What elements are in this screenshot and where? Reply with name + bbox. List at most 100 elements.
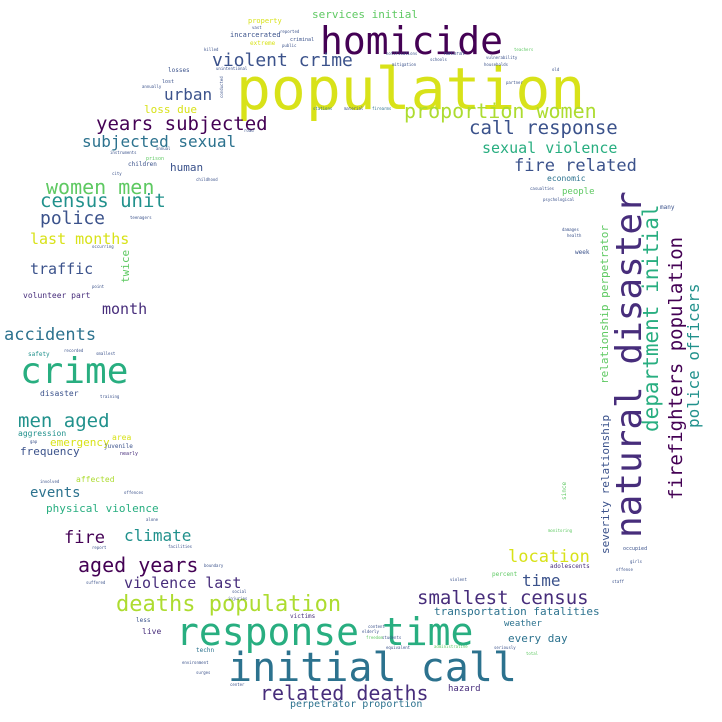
word-homicide: homicide <box>320 19 504 63</box>
word-accidents: accidents <box>4 325 97 345</box>
word-department-initial: department initial <box>639 204 663 432</box>
word-occurring: occurring <box>92 244 114 249</box>
word-weather: weather <box>504 619 542 629</box>
word-location: location <box>508 547 590 567</box>
word-perpetrator-proportion: perpetrator proportion <box>290 699 423 710</box>
word-adolescents: adolescents <box>550 563 590 570</box>
word-initial-call: initial call <box>228 645 517 691</box>
word-annually: annually <box>142 84 162 89</box>
word-facilities: facilities <box>168 544 193 549</box>
word-percent: percent <box>492 571 518 578</box>
word-smallest-census: smallest census <box>417 587 589 609</box>
word-health: health <box>567 233 582 238</box>
word-administrative: administrative <box>434 644 468 649</box>
word-since: since <box>561 481 568 500</box>
word-time: time <box>522 571 561 590</box>
word-training: training <box>100 394 120 399</box>
word-vulnerability: vulnerability <box>486 55 518 60</box>
word-victims: victims <box>290 613 316 620</box>
word-teachers: teachers <box>514 47 534 52</box>
word-occupied: occupied <box>623 546 648 552</box>
word-extreme: extreme <box>250 40 276 47</box>
word-police-officers: police officers <box>684 283 703 429</box>
word-teenagers: teenagers <box>130 215 152 220</box>
word-content: content <box>368 624 385 629</box>
word-involved: involved <box>40 479 60 484</box>
word-natural: natural <box>444 51 466 57</box>
word-killed: killed <box>204 47 219 52</box>
word-relationship-perpetrator: relationship perpetrator <box>598 225 611 384</box>
word-social: social <box>232 589 247 594</box>
word-physical-violence: physical violence <box>46 502 159 515</box>
word-call-response: call response <box>469 117 618 139</box>
word-fire-related: fire related <box>514 156 637 176</box>
word-years-subjected: years subjected <box>96 113 268 135</box>
word-notifications: notifications <box>386 51 418 56</box>
word-offences: offences <box>124 490 144 495</box>
word-many: many <box>660 204 675 211</box>
word-sexual-violence: sexual violence <box>482 139 618 157</box>
word-response-time: response time <box>176 610 474 654</box>
word-violence-last: violence last <box>124 574 242 592</box>
word-techn: techn <box>196 647 215 654</box>
word-every-day: every day <box>508 632 568 645</box>
word-damages: damages <box>562 227 579 232</box>
word-instruments: instruments <box>110 150 137 155</box>
word-people: people <box>562 187 595 197</box>
word-firearms: firearms <box>372 106 392 111</box>
word-unintentional: unintentional <box>216 66 248 71</box>
word-traffic: traffic <box>30 260 94 278</box>
word-services-initial: services initial <box>312 8 418 21</box>
word-material: material <box>344 106 364 111</box>
word-monitoring: monitoring <box>548 528 573 533</box>
word-events: events <box>30 485 81 501</box>
word-mitigation: mitigation <box>392 62 417 67</box>
word-partner: partner <box>506 80 523 85</box>
word-point: point <box>92 284 105 289</box>
word-proportion-women: proportion women <box>404 99 597 123</box>
word-transportation-fatalities: transportation fatalities <box>434 605 600 618</box>
word-suffered: suffered <box>86 580 106 585</box>
word-week: week <box>575 249 590 256</box>
word-emergency: emergency <box>50 436 110 449</box>
word-area: area <box>112 433 132 442</box>
word-lost: lost <box>162 79 175 85</box>
word-affected: affected <box>76 475 115 484</box>
word-police: police <box>40 208 106 229</box>
word-criminal: criminal <box>290 37 315 43</box>
word-census-unit: census unit <box>40 190 166 212</box>
word-disaster: disaster <box>40 389 79 398</box>
word-human: human <box>170 161 204 174</box>
word-vast: vast <box>252 25 262 30</box>
word-conducted: conducted <box>219 76 224 98</box>
word-population: population <box>236 55 586 123</box>
word-women-men: women men <box>46 175 155 199</box>
word-surges: surges <box>196 670 211 675</box>
word-staff: staff <box>612 579 625 584</box>
word-fire: fire <box>64 528 105 548</box>
word-road: road <box>244 128 254 133</box>
word-frequency: frequency <box>20 445 80 458</box>
word-alone: alone <box>146 517 159 522</box>
word-report: report <box>92 545 107 550</box>
word-annual: annual <box>156 146 171 151</box>
word-hazard: hazard <box>448 684 481 694</box>
word-aged-years: aged years <box>78 553 199 577</box>
word-violent: violent <box>450 577 467 582</box>
word-recorded: recorded <box>64 348 84 353</box>
word-urban: urban <box>164 85 213 104</box>
word-juvenile: juvenile <box>104 443 133 450</box>
word-less: less <box>136 617 151 624</box>
word-freedom: freedom <box>366 635 383 640</box>
word-losses: losses <box>168 67 190 74</box>
word-men-aged: men aged <box>18 410 110 432</box>
word-total: total <box>526 651 539 656</box>
word-prison: prison <box>146 156 165 162</box>
word-deaths-population: deaths population <box>116 592 342 617</box>
word-city: city <box>112 171 122 176</box>
word-subjected-sexual: subjected sexual <box>82 132 237 151</box>
word-students: students <box>382 635 402 640</box>
word-live: live <box>142 627 162 636</box>
word-safety: safety <box>28 351 50 358</box>
